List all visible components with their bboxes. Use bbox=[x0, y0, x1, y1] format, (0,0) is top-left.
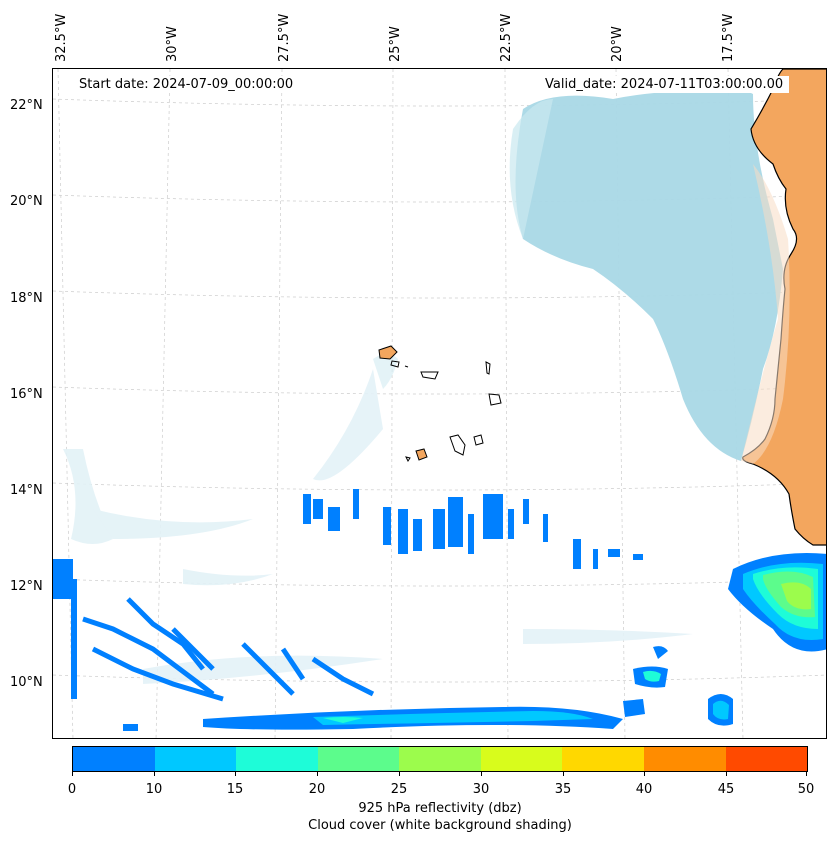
map-panel[interactable] bbox=[52, 68, 827, 739]
lon-label-30w: 30°W bbox=[165, 26, 180, 62]
colorbar-tick-label: 15 bbox=[226, 782, 244, 797]
lat-label-22n: 22°N bbox=[10, 98, 43, 113]
colorbar-tickmark bbox=[726, 772, 727, 776]
colorbar-segment-20-25 bbox=[317, 747, 400, 771]
colorbar-tick-label: 40 bbox=[635, 782, 653, 797]
lat-label-14n: 14°N bbox=[10, 483, 43, 498]
lon-label-32-5w: 32.5°W bbox=[54, 13, 69, 62]
colorbar-sublabel: Cloud cover (white background shading) bbox=[308, 818, 572, 833]
reflectivity-southeast bbox=[728, 553, 826, 652]
colorbar-tickmark bbox=[154, 772, 155, 776]
lon-label-25w: 25°W bbox=[388, 26, 403, 62]
start-date-label: Start date: 2024-07-09_00:00:00 bbox=[73, 76, 300, 93]
colorbar-tickmark bbox=[563, 772, 564, 776]
valid-date-label: Valid_date: 2024-07-11T03:00:00.00 bbox=[539, 76, 790, 93]
colorbar-tick-label: 45 bbox=[717, 782, 735, 797]
colorbar-tickmark bbox=[317, 772, 318, 776]
colorbar-tickmark bbox=[72, 772, 73, 776]
lat-label-16n: 16°N bbox=[10, 387, 43, 402]
lon-label-27-5w: 27.5°W bbox=[277, 13, 292, 62]
island-fogo bbox=[415, 448, 428, 461]
lon-label-17-5w: 17.5°W bbox=[721, 13, 736, 62]
colorbar-segment-35-40 bbox=[562, 747, 644, 771]
lon-label-22-5w: 22.5°W bbox=[499, 13, 514, 62]
cloud-cover-main bbox=[515, 89, 783, 461]
colorbar-segment-30-35 bbox=[480, 747, 563, 771]
map-canvas[interactable] bbox=[53, 69, 827, 739]
lat-label-20n: 20°N bbox=[10, 194, 43, 209]
colorbar-tickmark bbox=[399, 772, 400, 776]
reflectivity-south-band bbox=[123, 646, 733, 731]
colorbar-label: 925 hPa reflectivity (dbz) bbox=[358, 801, 522, 816]
cloud-cover-wisps bbox=[63, 369, 693, 684]
colorbar-tickmark bbox=[481, 772, 482, 776]
reflectivity-streaks bbox=[53, 489, 643, 699]
colorbar-segment-0-10 bbox=[73, 747, 155, 771]
colorbar-tick-label: 25 bbox=[390, 782, 408, 797]
colorbar-tick-label: 20 bbox=[308, 782, 326, 797]
reflectivity-west-bands bbox=[82, 597, 375, 702]
colorbar-segment-10-15 bbox=[154, 747, 237, 771]
lat-label-18n: 18°N bbox=[10, 291, 43, 306]
colorbar bbox=[72, 746, 808, 772]
colorbar-tick-label: 0 bbox=[67, 782, 77, 797]
colorbar-segment-25-30 bbox=[399, 747, 481, 771]
lat-label-10n: 10°N bbox=[10, 675, 43, 690]
colorbar-tickmark bbox=[235, 772, 236, 776]
colorbar-segment-40-45 bbox=[643, 747, 726, 771]
colorbar-tick-label: 10 bbox=[145, 782, 163, 797]
lat-label-12n: 12°N bbox=[10, 579, 43, 594]
colorbar-tick-label: 50 bbox=[797, 782, 815, 797]
colorbar-tickmark bbox=[644, 772, 645, 776]
cape-verde-islands bbox=[378, 345, 502, 462]
colorbar-tickmark bbox=[806, 772, 807, 776]
colorbar-tick-label: 30 bbox=[472, 782, 490, 797]
colorbar-tick-label: 35 bbox=[554, 782, 572, 797]
island-santo-antao bbox=[378, 345, 398, 360]
lon-label-20w: 20°W bbox=[610, 26, 625, 62]
colorbar-segment-15-20 bbox=[236, 747, 318, 771]
colorbar-segment-45-50 bbox=[725, 747, 808, 771]
